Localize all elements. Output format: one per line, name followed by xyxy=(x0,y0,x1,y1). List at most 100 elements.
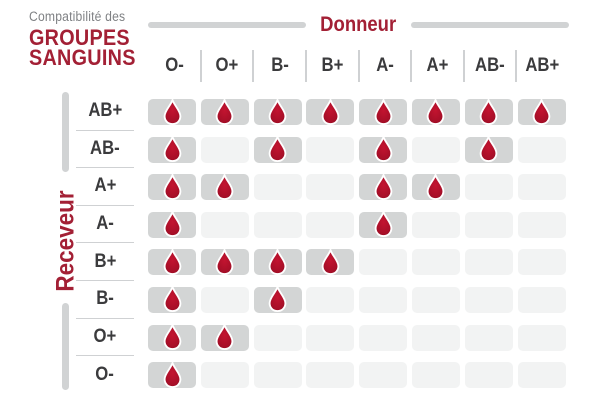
matrix-cell-AB--from-B+ xyxy=(306,136,355,163)
matrix-cell-AB+-from-AB+ xyxy=(517,98,566,125)
compatibility-matrix xyxy=(148,98,566,389)
blood-drop-icon xyxy=(215,324,234,351)
donor-col-header-AB-: AB- xyxy=(464,50,517,82)
receiver-row-label-text: AB+ xyxy=(88,100,122,122)
donor-axis-bar-left xyxy=(148,22,307,28)
matrix-cell-AB--from-B- xyxy=(253,136,302,163)
matrix-cell-A--from-B- xyxy=(253,211,302,238)
donor-col-header-A-: A- xyxy=(359,50,412,82)
matrix-cell-A--from-O+ xyxy=(200,211,249,238)
matrix-cell-O+-from-A- xyxy=(359,324,408,351)
receiver-row-label-text: O+ xyxy=(93,325,117,347)
receiver-row-label-text: B- xyxy=(96,288,114,310)
receiver-row-labels: AB+ AB- A+ A- B+ B- O+ O- xyxy=(76,93,134,394)
matrix-cell-O--from-AB- xyxy=(464,362,513,389)
matrix-cell-A--from-A+ xyxy=(411,211,460,238)
matrix-cell-O--from-A- xyxy=(359,362,408,389)
matrix-cell-A+-from-AB- xyxy=(464,174,513,201)
blood-drop-icon xyxy=(163,98,181,125)
matrix-cell-AB--from-A- xyxy=(359,136,408,163)
matrix-cell-B--from-O- xyxy=(148,286,196,313)
matrix-cell-O+-from-AB- xyxy=(464,324,513,351)
receiver-row-label-text: O- xyxy=(95,363,115,385)
receiver-row-label-B-: B- xyxy=(76,281,134,319)
blood-drop-icon xyxy=(374,136,393,163)
matrix-cell-B--from-B+ xyxy=(306,286,355,313)
blood-drop-icon xyxy=(268,286,287,313)
matrix-cell-AB+-from-A+ xyxy=(411,98,460,125)
donor-col-header-label: AB- xyxy=(475,55,505,76)
matrix-cell-A+-from-B- xyxy=(253,174,302,201)
matrix-cell-AB+-from-B+ xyxy=(306,98,355,125)
matrix-cell-B+-from-B- xyxy=(253,248,302,276)
receiver-row-label-O-: O- xyxy=(76,356,134,394)
blood-drop-icon xyxy=(374,173,393,200)
donor-col-header-B-: B- xyxy=(253,50,307,82)
receiver-row-label-AB-: AB- xyxy=(76,131,134,169)
blood-drop-icon xyxy=(268,98,287,125)
matrix-cell-O--from-O- xyxy=(148,361,196,389)
matrix-cell-AB+-from-O- xyxy=(148,98,196,125)
matrix-cell-B--from-O+ xyxy=(200,286,249,313)
donor-col-header-B+: B+ xyxy=(306,50,360,82)
blood-drop-icon xyxy=(163,324,181,351)
receiver-row-label-AB+: AB+ xyxy=(76,93,134,131)
matrix-cell-B--from-AB+ xyxy=(517,286,566,313)
matrix-cell-A+-from-O+ xyxy=(200,173,249,201)
matrix-cell-B--from-A+ xyxy=(411,286,460,313)
donor-col-header-AB+: AB+ xyxy=(516,50,569,82)
matrix-cell-B+-from-O+ xyxy=(200,248,249,276)
blood-drop-icon xyxy=(427,173,445,200)
blood-drop-icon xyxy=(427,98,445,125)
matrix-cell-AB+-from-O+ xyxy=(200,98,249,125)
receiver-row-label-text: AB- xyxy=(90,137,120,159)
receiver-row-label-text: A- xyxy=(96,213,114,235)
matrix-cell-O--from-A+ xyxy=(411,362,460,389)
donor-col-header-A+: A+ xyxy=(411,50,465,82)
blood-drop-icon xyxy=(163,136,181,163)
blood-drop-icon xyxy=(268,136,287,163)
matrix-cell-O+-from-AB+ xyxy=(517,324,566,351)
donor-col-header-O+: O+ xyxy=(201,50,254,82)
receiver-row-label-text: A+ xyxy=(94,175,116,197)
matrix-cell-AB+-from-B- xyxy=(253,98,302,125)
donor-col-header-label: A+ xyxy=(426,55,449,76)
matrix-cell-O--from-O+ xyxy=(200,362,249,389)
donor-col-header-O-: O- xyxy=(148,50,202,82)
donor-col-header-label: O- xyxy=(165,55,184,76)
donor-col-header-label: B- xyxy=(270,55,289,76)
matrix-cell-B+-from-AB- xyxy=(464,249,513,276)
blood-drop-icon xyxy=(163,361,181,388)
matrix-cell-O--from-AB+ xyxy=(517,362,566,389)
blood-drop-icon xyxy=(215,248,234,275)
chart-title-line1: GROUPES xyxy=(29,24,130,50)
blood-drop-icon xyxy=(321,98,340,125)
matrix-cell-B+-from-O- xyxy=(148,248,196,276)
matrix-cell-AB--from-O+ xyxy=(200,136,249,163)
blood-drop-icon xyxy=(374,98,393,125)
matrix-cell-B--from-AB- xyxy=(464,286,513,313)
blood-drop-icon xyxy=(479,136,498,163)
receiver-row-label-A+: A+ xyxy=(76,168,134,206)
matrix-cell-O+-from-O+ xyxy=(200,324,249,351)
matrix-cell-B+-from-AB+ xyxy=(517,249,566,276)
matrix-cell-B+-from-A- xyxy=(359,249,408,276)
chart-title: Compatibilité des GROUPES SANGUINS xyxy=(29,10,148,68)
receiver-row-label-O+: O+ xyxy=(76,319,134,357)
matrix-cell-O--from-B+ xyxy=(306,362,355,389)
blood-drop-icon xyxy=(321,248,340,275)
matrix-cell-A--from-AB- xyxy=(464,211,513,238)
donor-col-header-label: O+ xyxy=(215,55,239,76)
matrix-cell-A--from-O- xyxy=(148,211,196,238)
blood-drop-icon xyxy=(374,211,393,238)
matrix-cell-B--from-B- xyxy=(253,286,302,313)
matrix-cell-O+-from-B+ xyxy=(306,324,355,351)
blood-drop-icon xyxy=(532,98,551,125)
matrix-cell-A--from-B+ xyxy=(306,211,355,238)
matrix-cell-B+-from-A+ xyxy=(411,249,460,276)
matrix-cell-O--from-B- xyxy=(253,362,302,389)
matrix-cell-O+-from-O- xyxy=(148,324,196,351)
matrix-cell-A--from-A- xyxy=(359,211,408,238)
blood-drop-icon xyxy=(268,248,287,275)
